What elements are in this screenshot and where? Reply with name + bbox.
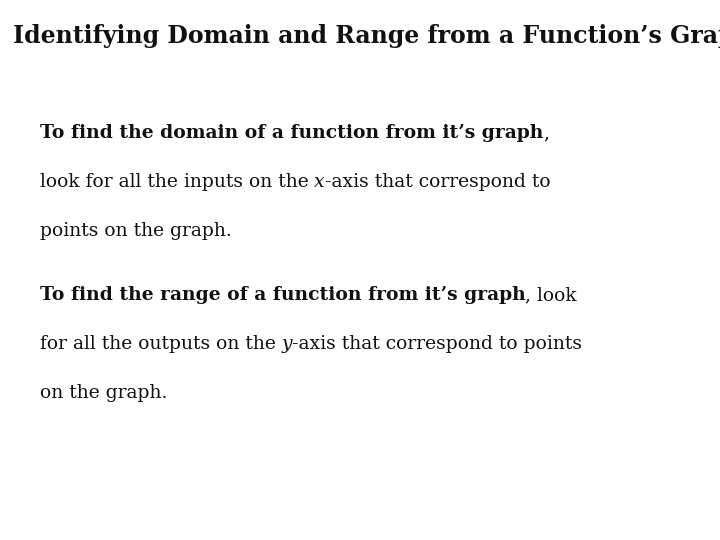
- Text: To find the range of a function from it’s graph: To find the range of a function from it’…: [40, 286, 526, 304]
- Text: A L W A Y S   L E A R N I N G: A L W A Y S L E A R N I N G: [13, 515, 150, 525]
- Text: -axis that correspond to points: -axis that correspond to points: [292, 335, 582, 353]
- Text: To find the domain of a function from it’s graph: To find the domain of a function from it…: [40, 124, 543, 142]
- Text: look for all the inputs on the: look for all the inputs on the: [40, 173, 315, 191]
- Text: y: y: [282, 335, 292, 353]
- Text: Copyright © 2014, 2010, 2007 Pearson Education, Inc.: Copyright © 2014, 2010, 2007 Pearson Edu…: [226, 515, 494, 525]
- Text: points on the graph.: points on the graph.: [40, 222, 231, 240]
- Text: , look: , look: [526, 286, 577, 304]
- Text: 17: 17: [686, 513, 702, 526]
- Text: -axis that correspond to: -axis that correspond to: [325, 173, 551, 191]
- Text: for all the outputs on the: for all the outputs on the: [40, 335, 282, 353]
- Text: on the graph.: on the graph.: [40, 384, 167, 402]
- Text: x: x: [315, 173, 325, 191]
- Text: Identifying Domain and Range from a Function’s Graph: Identifying Domain and Range from a Func…: [13, 24, 720, 49]
- Text: ,: ,: [543, 124, 549, 142]
- Text: PEARSON: PEARSON: [644, 513, 719, 526]
